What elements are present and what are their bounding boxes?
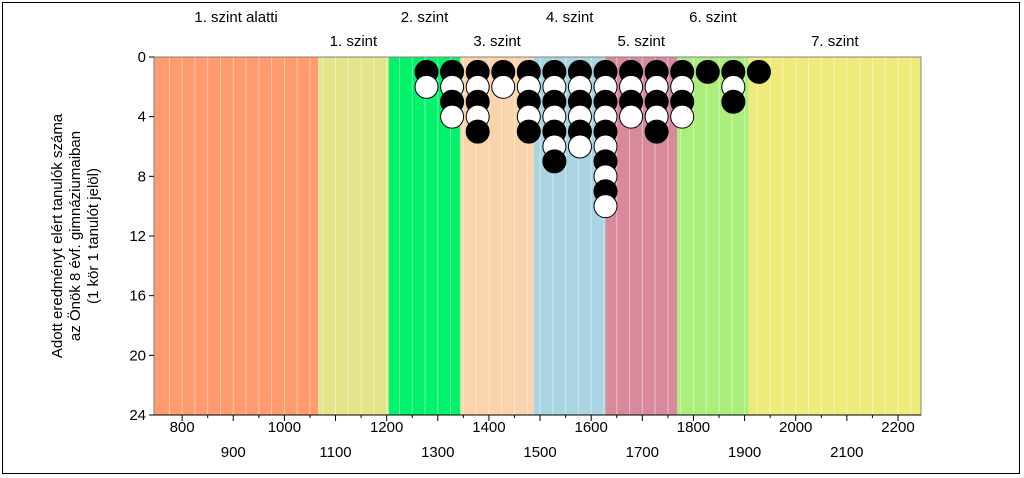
student-marker: [695, 59, 720, 84]
student-marker: [644, 119, 669, 144]
y-tick-label: 0: [138, 49, 146, 66]
x-tick-label: 1600: [575, 419, 608, 436]
student-marker: [440, 104, 465, 129]
level-band-2: [318, 57, 389, 415]
y-axis-label-line: Adott eredményt elért tanulók száma: [49, 113, 66, 358]
level-label-7: 6. szint: [689, 9, 737, 26]
x-tick-label: 800: [170, 419, 195, 436]
level-label-5: 4. szint: [546, 9, 594, 26]
x-tick-label: 1000: [268, 419, 301, 436]
x-tick-label: 1300: [421, 444, 454, 461]
x-tick-label: 1900: [728, 444, 761, 461]
x-tick-label: 1200: [370, 419, 403, 436]
level-label-6: 5. szint: [618, 33, 666, 50]
student-marker: [567, 134, 592, 159]
level-label-4: 3. szint: [473, 33, 521, 50]
student-marker: [491, 74, 516, 99]
x-tick-label: 1500: [523, 444, 556, 461]
student-marker: [465, 119, 490, 144]
level-band-8: [748, 57, 921, 415]
y-tick-label: 4: [138, 109, 146, 126]
student-marker: [746, 59, 771, 84]
level-label-8: 7. szint: [811, 33, 859, 50]
y-axis-label-line: (1 kör 1 tanulót jelöl): [85, 168, 102, 304]
y-tick-label: 12: [129, 228, 146, 245]
x-tick-label: 1100: [319, 444, 351, 461]
y-axis-label-line: az Önök 8 évf. gimnáziumaiban: [66, 131, 84, 341]
student-marker: [670, 104, 695, 129]
y-tick-label: 8: [138, 168, 146, 185]
level-label-1: 1. szint alatti: [194, 9, 277, 26]
y-tick-label: 20: [129, 347, 146, 364]
y-axis-label: Adott eredményt elért tanulók számaaz Ön…: [49, 113, 102, 358]
student-marker: [542, 149, 567, 174]
student-marker: [619, 104, 644, 129]
student-marker: [593, 194, 618, 219]
y-tick-label: 16: [129, 288, 146, 305]
x-tick-label: 2000: [779, 419, 812, 436]
x-tick-label: 1800: [677, 419, 710, 436]
student-marker: [721, 89, 746, 114]
x-tick-label: 2200: [881, 419, 914, 436]
x-tick-label: 2100: [830, 444, 863, 461]
x-tick-label: 900: [221, 444, 246, 461]
student-marker: [516, 119, 541, 144]
student-marker: [414, 74, 439, 99]
x-tick-label: 1700: [626, 444, 659, 461]
x-tick-label: 1400: [472, 419, 505, 436]
level-label-3: 2. szint: [401, 9, 449, 26]
level-band-1: [154, 57, 319, 415]
level-label-2: 1. szint: [330, 33, 378, 50]
y-tick-label: 24: [129, 407, 146, 424]
